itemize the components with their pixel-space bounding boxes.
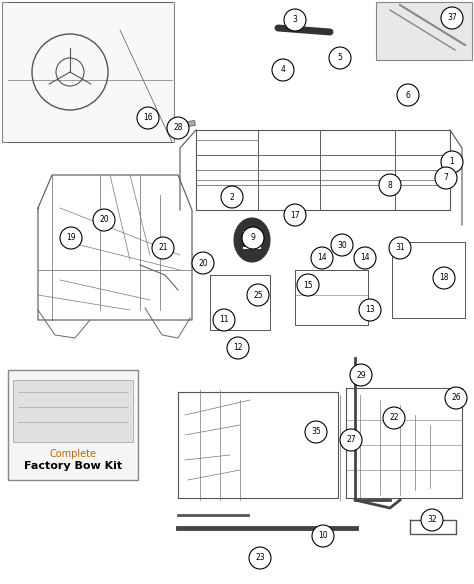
Circle shape: [331, 234, 353, 256]
Circle shape: [354, 247, 376, 269]
Circle shape: [152, 237, 174, 259]
Text: 29: 29: [356, 370, 366, 380]
FancyArrow shape: [158, 120, 195, 130]
Circle shape: [137, 107, 159, 129]
Circle shape: [213, 309, 235, 331]
Text: Factory Bow Kit: Factory Bow Kit: [24, 461, 122, 471]
Circle shape: [60, 227, 82, 249]
Ellipse shape: [234, 218, 270, 262]
Text: 30: 30: [337, 241, 347, 249]
Text: 12: 12: [233, 343, 243, 353]
Text: 18: 18: [439, 273, 449, 283]
Text: 27: 27: [346, 436, 356, 444]
Text: 15: 15: [303, 280, 313, 290]
Circle shape: [284, 9, 306, 31]
Circle shape: [350, 364, 372, 386]
Text: 32: 32: [427, 516, 437, 524]
Circle shape: [221, 186, 243, 208]
Circle shape: [227, 337, 249, 359]
Circle shape: [340, 429, 362, 451]
Circle shape: [272, 59, 294, 81]
Circle shape: [359, 299, 381, 321]
Circle shape: [167, 117, 189, 139]
Circle shape: [93, 209, 115, 231]
Text: 14: 14: [360, 253, 370, 262]
Text: 9: 9: [251, 234, 255, 242]
Text: 10: 10: [318, 531, 328, 541]
Circle shape: [389, 237, 411, 259]
Circle shape: [242, 227, 264, 249]
Text: 31: 31: [395, 244, 405, 252]
Circle shape: [249, 547, 271, 569]
Circle shape: [311, 247, 333, 269]
Text: 22: 22: [389, 413, 399, 422]
Bar: [8, 370, 138, 480]
Circle shape: [397, 84, 419, 106]
Text: 35: 35: [311, 427, 321, 436]
Text: 21: 21: [158, 244, 168, 252]
Text: 1: 1: [450, 158, 455, 166]
Circle shape: [379, 174, 401, 196]
Bar: [376, 2, 472, 60]
Circle shape: [445, 387, 467, 409]
Text: 17: 17: [290, 210, 300, 220]
Bar: [2, 2, 174, 142]
Text: 4: 4: [281, 65, 285, 75]
Text: 20: 20: [198, 259, 208, 267]
Circle shape: [284, 204, 306, 226]
Text: 6: 6: [406, 91, 410, 99]
Text: 3: 3: [292, 16, 298, 25]
Text: 25: 25: [253, 290, 263, 300]
Circle shape: [305, 421, 327, 443]
Text: 14: 14: [317, 253, 327, 262]
FancyArrow shape: [130, 126, 168, 130]
Circle shape: [297, 274, 319, 296]
Text: 13: 13: [365, 305, 375, 315]
Circle shape: [312, 525, 334, 547]
Bar: [13, 380, 133, 442]
Circle shape: [247, 284, 269, 306]
Circle shape: [433, 267, 455, 289]
Text: 11: 11: [219, 315, 229, 325]
Text: 23: 23: [255, 554, 265, 562]
Circle shape: [329, 47, 351, 69]
Circle shape: [192, 252, 214, 274]
Text: 7: 7: [444, 173, 448, 182]
Circle shape: [441, 151, 463, 173]
Text: 37: 37: [447, 13, 457, 23]
Circle shape: [435, 167, 457, 189]
Text: 2: 2: [229, 193, 234, 201]
Text: 26: 26: [451, 394, 461, 402]
Circle shape: [383, 407, 405, 429]
Circle shape: [441, 7, 463, 29]
Text: Complete: Complete: [49, 449, 97, 459]
Text: 19: 19: [66, 234, 76, 242]
Text: 20: 20: [99, 215, 109, 224]
Circle shape: [421, 509, 443, 531]
Text: 16: 16: [143, 113, 153, 123]
Text: 28: 28: [173, 123, 183, 133]
Text: 5: 5: [337, 54, 342, 62]
Text: 8: 8: [388, 180, 392, 189]
